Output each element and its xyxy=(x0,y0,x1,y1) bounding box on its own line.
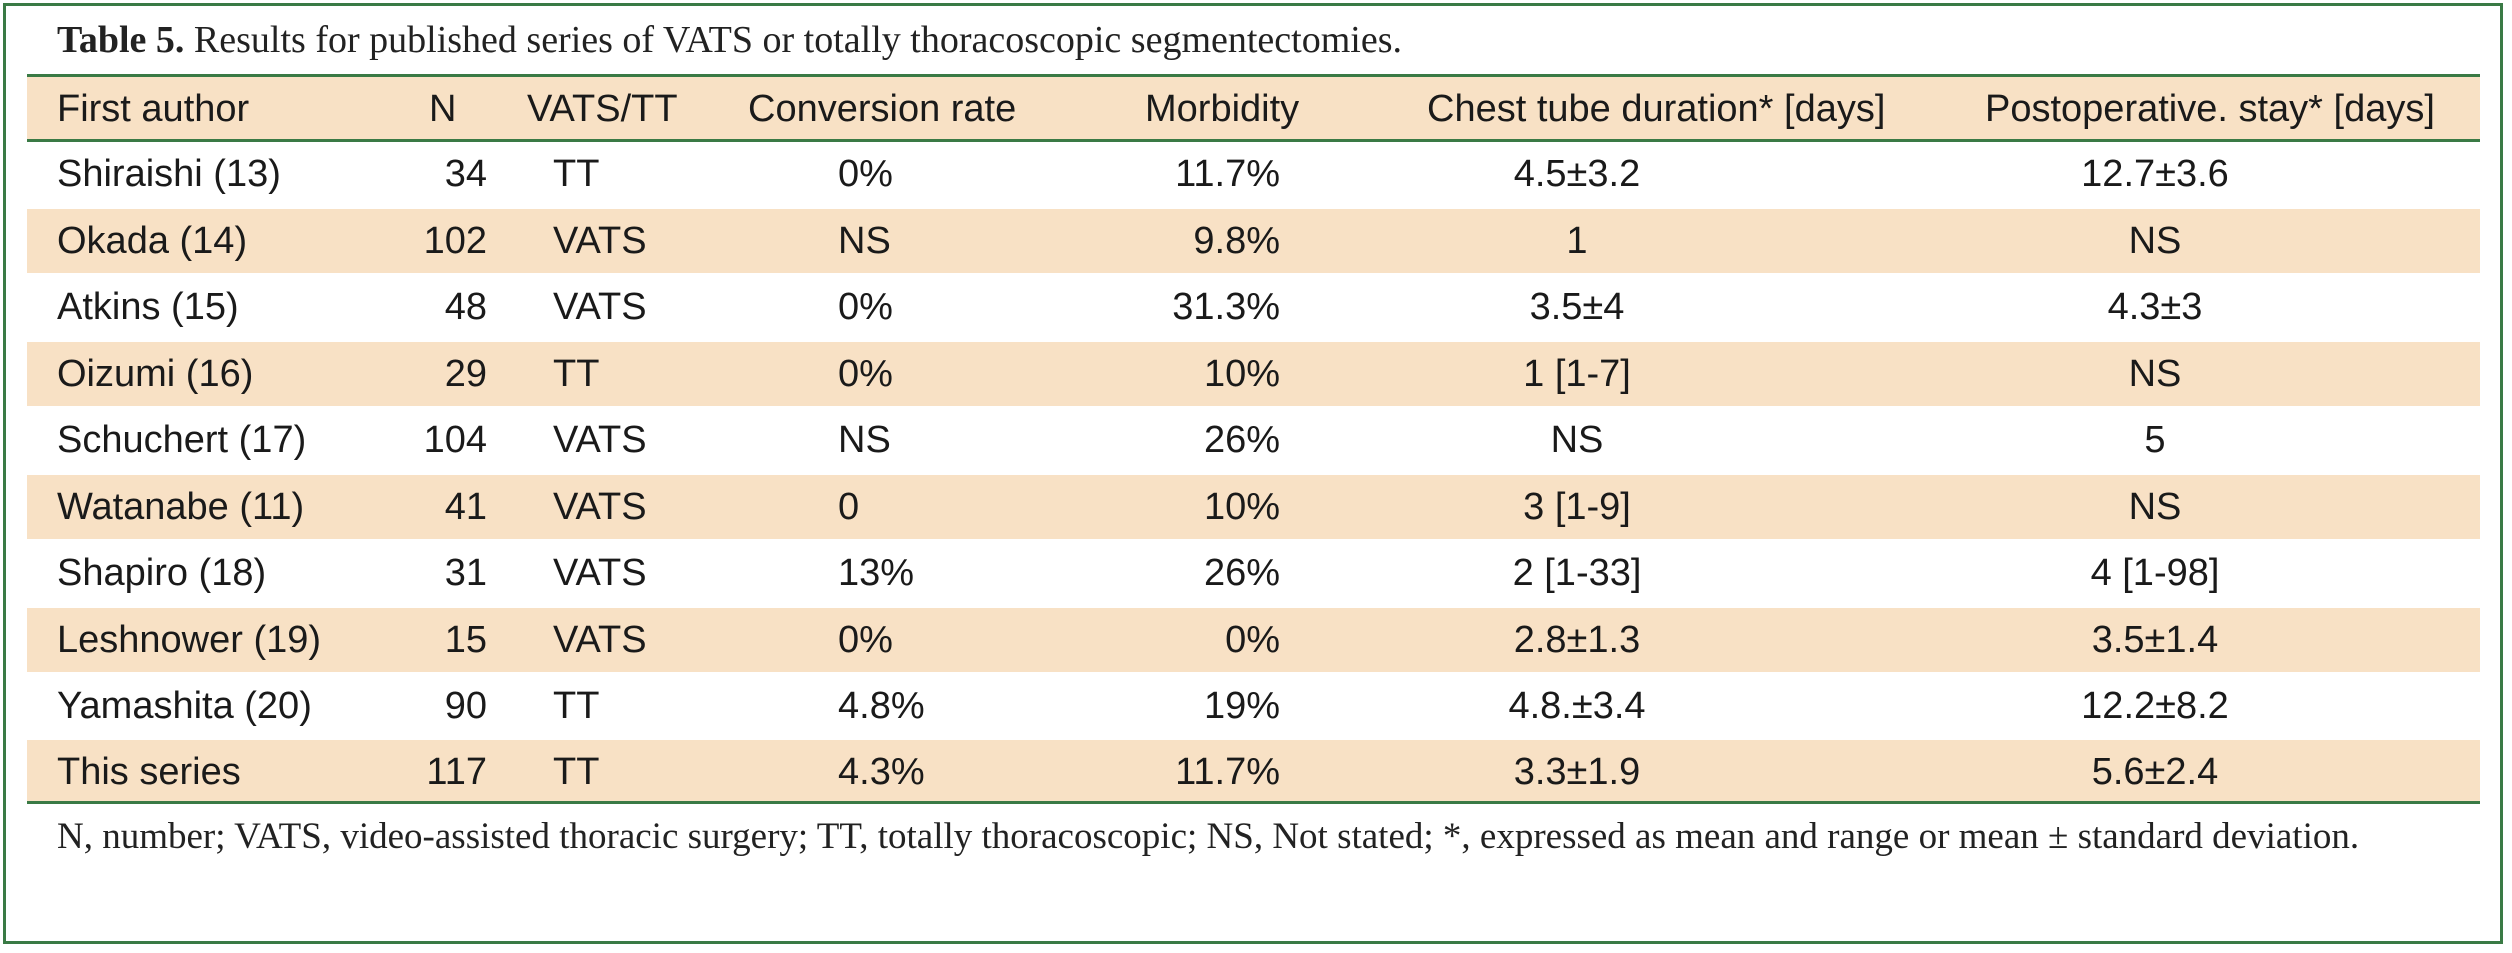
table-row: Shiraishi (13) 34 TT 0% 11.7% 4.5±3.2 12… xyxy=(27,142,2480,206)
cell-conversion: 13% xyxy=(838,552,915,594)
cell-vats-tt: VATS xyxy=(553,486,647,528)
cell-author: Shiraishi (13) xyxy=(57,153,281,195)
table-row: Schuchert (17) 104 VATS NS 26% NS 5 xyxy=(27,408,2480,472)
table-caption-text: Results for published series of VATS or … xyxy=(184,19,1402,61)
cell-vats-tt: VATS xyxy=(553,419,647,461)
cell-postop-stay: 3.5±1.4 xyxy=(2091,619,2219,661)
header-bottom-rule xyxy=(27,139,2480,142)
header-conversion: Conversion rate xyxy=(748,88,1017,130)
cell-chest-tube: 3 [1-9] xyxy=(1523,486,1631,528)
cell-chest-tube: 1 xyxy=(1566,220,1588,262)
cell-author: Shapiro (18) xyxy=(57,552,267,594)
cell-postop-stay: 12.2±8.2 xyxy=(2081,685,2229,727)
cell-morbidity: 10% xyxy=(1203,353,1280,395)
cell-conversion: NS xyxy=(838,419,891,461)
cell-vats-tt: TT xyxy=(553,153,600,195)
cell-chest-tube: 2 [1-33] xyxy=(1512,552,1642,594)
cell-vats-tt: VATS xyxy=(553,286,647,328)
cell-author: Schuchert (17) xyxy=(57,419,307,461)
table-caption-label: Table 5. xyxy=(57,19,185,61)
cell-n: 34 xyxy=(444,153,487,195)
table-header-row: First author N VATS/TT Conversion rate M… xyxy=(27,77,2480,141)
cell-morbidity: 11.7% xyxy=(1175,153,1280,195)
table-row: Atkins (15) 48 VATS 0% 31.3% 3.5±4 4.3±3 xyxy=(27,275,2480,339)
cell-vats-tt: VATS xyxy=(553,619,647,661)
cell-n: 31 xyxy=(444,552,487,594)
cell-n: 29 xyxy=(444,353,487,395)
table-row: Oizumi (16) 29 TT 0% 10% 1 [1-7] NS xyxy=(27,342,2480,406)
cell-n: 90 xyxy=(444,685,487,727)
header-chest-tube: Chest tube duration* [days] xyxy=(1427,88,1886,130)
cell-conversion: 4.3% xyxy=(838,751,925,793)
table-footnote: N, number; VATS, video-assisted thoracic… xyxy=(57,816,2360,857)
cell-n: 48 xyxy=(444,286,487,328)
cell-morbidity: 11.7% xyxy=(1175,751,1280,793)
cell-chest-tube: 4.5±3.2 xyxy=(1513,153,1641,195)
cell-author: Leshnower (19) xyxy=(57,619,322,661)
cell-vats-tt: TT xyxy=(553,353,600,395)
table-row: Watanabe (11) 41 VATS 0 10% 3 [1-9] NS xyxy=(27,475,2480,539)
cell-conversion: 0% xyxy=(838,619,893,661)
table-bottom-rule xyxy=(27,801,2480,804)
cell-chest-tube: 3.5±4 xyxy=(1529,286,1625,328)
cell-postop-stay: 4 [1-98] xyxy=(2090,552,2220,594)
cell-postop-stay: 4.3±3 xyxy=(2107,286,2203,328)
cell-n: 15 xyxy=(444,619,487,661)
table-row: Leshnower (19) 15 VATS 0% 0% 2.8±1.3 3.5… xyxy=(27,608,2480,672)
cell-vats-tt: VATS xyxy=(553,552,647,594)
cell-author: This series xyxy=(57,751,241,793)
cell-n: 102 xyxy=(423,220,487,262)
header-n: N xyxy=(429,88,457,130)
cell-morbidity: 10% xyxy=(1203,486,1280,528)
table-row: Yamashita (20) 90 TT 4.8% 19% 4.8.±3.4 1… xyxy=(27,674,2480,738)
cell-author: Oizumi (16) xyxy=(57,353,254,395)
header-author: First author xyxy=(57,88,250,130)
cell-n: 41 xyxy=(444,486,487,528)
cell-chest-tube: 4.8.±3.4 xyxy=(1508,685,1646,727)
header-postop-stay: Postoperative. stay* [days] xyxy=(1985,88,2435,130)
cell-chest-tube: 2.8±1.3 xyxy=(1513,619,1641,661)
cell-conversion: 4.8% xyxy=(838,685,925,727)
cell-conversion: NS xyxy=(838,220,891,262)
cell-morbidity: 31.3% xyxy=(1172,286,1280,328)
cell-vats-tt: TT xyxy=(553,751,600,793)
table-caption: Table 5. Results for published series of… xyxy=(57,18,1402,62)
cell-author: Atkins (15) xyxy=(57,286,239,328)
header-morbidity: Morbidity xyxy=(1145,88,1300,130)
cell-postop-stay: 5 xyxy=(2144,419,2166,461)
cell-conversion: 0% xyxy=(838,153,893,195)
header-top-rule xyxy=(27,74,2480,77)
cell-chest-tube: 1 [1-7] xyxy=(1523,353,1631,395)
cell-morbidity: 9.8% xyxy=(1193,220,1280,262)
cell-postop-stay: 12.7±3.6 xyxy=(2081,153,2229,195)
header-vats-tt: VATS/TT xyxy=(527,88,678,130)
cell-morbidity: 26% xyxy=(1203,552,1280,594)
cell-author: Watanabe (11) xyxy=(57,486,305,528)
cell-morbidity: 0% xyxy=(1225,619,1280,661)
cell-postop-stay: NS xyxy=(2128,486,2182,528)
cell-postop-stay: 5.6±2.4 xyxy=(2091,751,2219,793)
cell-vats-tt: VATS xyxy=(553,220,647,262)
cell-conversion: 0% xyxy=(838,353,893,395)
cell-vats-tt: TT xyxy=(553,685,600,727)
cell-conversion: 0% xyxy=(838,286,893,328)
cell-author: Yamashita (20) xyxy=(57,685,312,727)
cell-chest-tube: 3.3±1.9 xyxy=(1513,751,1641,793)
table-row: This series 117 TT 4.3% 11.7% 3.3±1.9 5.… xyxy=(27,740,2480,804)
cell-morbidity: 19% xyxy=(1203,685,1280,727)
cell-postop-stay: NS xyxy=(2128,353,2182,395)
cell-postop-stay: NS xyxy=(2128,220,2182,262)
cell-author: Okada (14) xyxy=(57,220,248,262)
cell-n: 117 xyxy=(426,751,487,793)
table-row: Shapiro (18) 31 VATS 13% 26% 2 [1-33] 4 … xyxy=(27,541,2480,605)
table-row: Okada (14) 102 VATS NS 9.8% 1 NS xyxy=(27,209,2480,273)
cell-n: 104 xyxy=(423,419,487,461)
cell-morbidity: 26% xyxy=(1203,419,1280,461)
cell-conversion: 0 xyxy=(838,486,860,528)
cell-chest-tube: NS xyxy=(1550,419,1604,461)
